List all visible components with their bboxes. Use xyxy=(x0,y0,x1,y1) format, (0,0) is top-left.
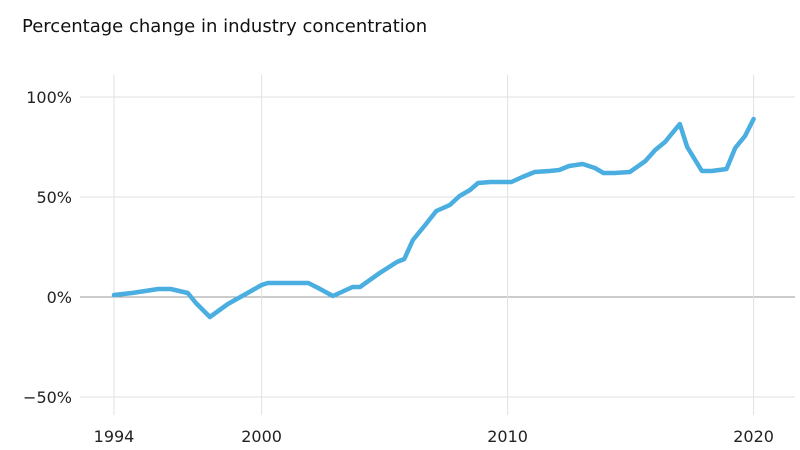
x-tick-label: 2010 xyxy=(487,427,528,446)
series-line xyxy=(111,116,756,320)
y-tick-label: 100% xyxy=(26,88,72,107)
y-tick-label: 50% xyxy=(36,188,72,207)
y-tick-label: 0% xyxy=(47,288,72,307)
y-tick-label: −50% xyxy=(23,388,72,407)
x-tick-label: 2000 xyxy=(241,427,282,446)
x-tick-label: 2020 xyxy=(733,427,774,446)
x-tick-label: 1994 xyxy=(94,427,135,446)
chart-title: Percentage change in industry concentrat… xyxy=(22,16,428,37)
